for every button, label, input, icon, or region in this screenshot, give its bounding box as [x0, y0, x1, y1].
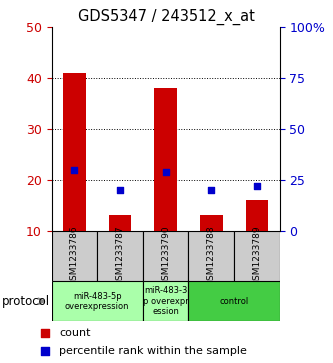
Text: GSM1233788: GSM1233788	[207, 225, 216, 286]
Point	[42, 330, 47, 336]
Point	[208, 187, 214, 193]
Bar	[200, 215, 223, 231]
Text: GSM1233790: GSM1233790	[161, 225, 170, 286]
Bar	[245, 200, 268, 231]
Bar	[154, 88, 177, 231]
Bar	[143, 231, 188, 281]
Bar	[63, 73, 86, 231]
Bar	[188, 281, 280, 321]
Bar	[52, 281, 143, 321]
Text: GSM1233786: GSM1233786	[70, 225, 79, 286]
Text: protocol: protocol	[2, 295, 50, 308]
Point	[163, 169, 168, 175]
Point	[42, 348, 47, 354]
Text: miR-483-5p
overexpression: miR-483-5p overexpression	[65, 291, 130, 311]
Bar	[143, 281, 188, 321]
Bar	[109, 215, 132, 231]
Text: GDS5347 / 243512_x_at: GDS5347 / 243512_x_at	[78, 9, 255, 25]
Bar	[97, 231, 143, 281]
Point	[72, 167, 77, 172]
Text: GSM1233787: GSM1233787	[116, 225, 125, 286]
Text: control: control	[219, 297, 249, 306]
Bar	[52, 231, 97, 281]
Bar	[188, 231, 234, 281]
Point	[117, 187, 123, 193]
Text: percentile rank within the sample: percentile rank within the sample	[59, 346, 247, 356]
Text: count: count	[59, 328, 91, 338]
Bar	[234, 231, 280, 281]
Text: GSM1233789: GSM1233789	[252, 225, 261, 286]
Point	[254, 183, 260, 189]
Text: miR-483-3
p overexpr
ession: miR-483-3 p overexpr ession	[143, 286, 188, 316]
